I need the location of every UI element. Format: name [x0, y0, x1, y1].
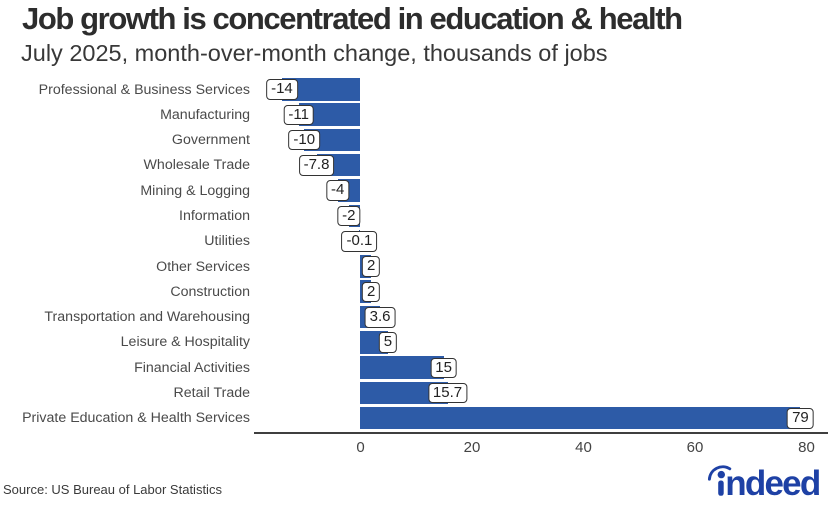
svg-text:ndeed: ndeed: [725, 464, 820, 503]
